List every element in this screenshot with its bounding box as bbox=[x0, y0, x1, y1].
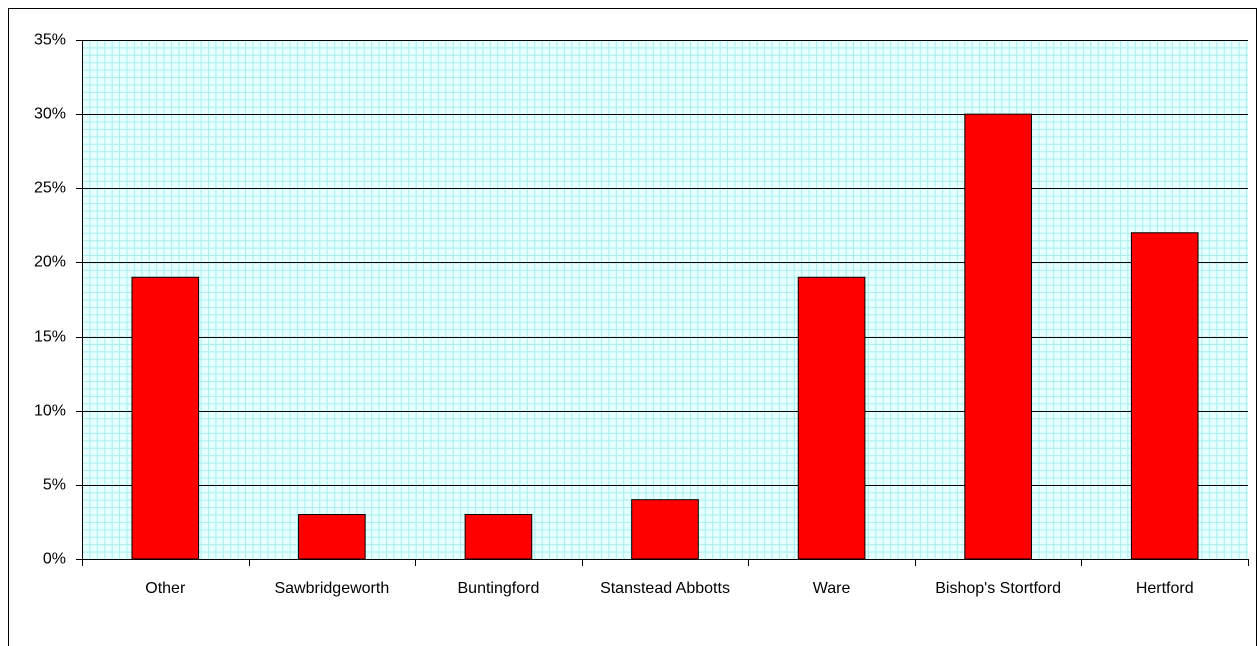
bar bbox=[964, 113, 1032, 560]
bar bbox=[1130, 232, 1199, 560]
chart-border bbox=[8, 8, 1257, 646]
x-tick-label: Sawbridgeworth bbox=[274, 580, 389, 597]
y-tick-label: 35% bbox=[34, 32, 66, 49]
y-tick-label: 30% bbox=[34, 106, 66, 123]
y-tick-label: 5% bbox=[43, 477, 66, 494]
bar bbox=[631, 499, 699, 560]
bar bbox=[797, 276, 866, 560]
plot-area bbox=[82, 40, 1248, 559]
x-tick-label: Stanstead Abbotts bbox=[600, 580, 730, 597]
y-tick-label: 10% bbox=[34, 403, 66, 420]
x-tick-label: Buntingford bbox=[458, 580, 540, 597]
x-tick-label: Bishop's Stortford bbox=[935, 580, 1061, 597]
y-tick-label: 25% bbox=[34, 180, 66, 197]
y-tick-label: 15% bbox=[34, 329, 66, 346]
bar bbox=[464, 514, 533, 560]
y-tick-label: 0% bbox=[43, 551, 66, 568]
bar bbox=[298, 514, 366, 560]
x-tick-label: Other bbox=[145, 580, 186, 597]
y-tick-label: 20% bbox=[34, 254, 66, 271]
x-tick-label: Hertford bbox=[1136, 580, 1194, 597]
x-tick-label: Ware bbox=[813, 580, 851, 597]
bar bbox=[131, 276, 200, 560]
